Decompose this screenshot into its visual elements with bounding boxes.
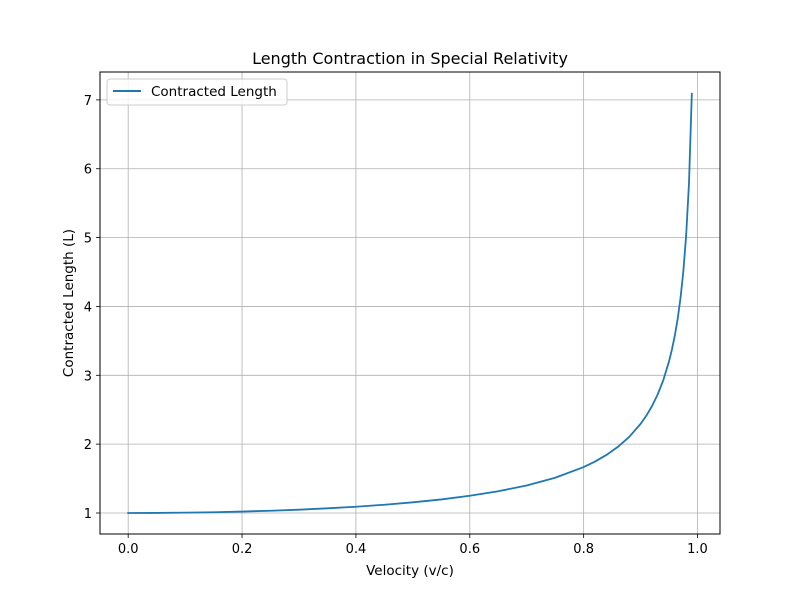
- x-tick-label: 0.4: [346, 542, 367, 557]
- axes-frame: [99, 71, 721, 535]
- series-layer: [127, 92, 693, 514]
- y-tick-label: 6: [84, 163, 92, 178]
- y-tick-label: 2: [84, 438, 92, 453]
- y-axis-label: Contracted Length (L): [61, 229, 77, 377]
- y-tick-label: 5: [84, 232, 92, 247]
- y-tick-label: 1: [84, 507, 92, 522]
- x-tick-label: 0.0: [118, 542, 139, 557]
- x-tick-label: 0.8: [573, 542, 594, 557]
- x-tick-label: 1.0: [687, 542, 708, 557]
- legend: Contracted Length: [106, 78, 288, 106]
- y-tick-label: 7: [84, 94, 92, 109]
- series-line-contracted-length: [127, 92, 693, 514]
- x-axis-label: Velocity (v/c): [366, 563, 454, 579]
- plot-area: [100, 72, 720, 534]
- x-tick-label: 0.2: [232, 542, 253, 557]
- chart-title: Length Contraction in Special Relativity: [252, 49, 568, 68]
- y-tick-label: 3: [84, 369, 92, 384]
- y-tick-label: 4: [84, 300, 92, 315]
- grid-lines: [100, 72, 720, 534]
- legend-label-contracted-length: Contracted Length: [151, 84, 277, 100]
- x-tick-label: 0.6: [459, 542, 480, 557]
- tick-marks: 0.0 0.2 0.4 0.6 0.8 1.0 1 2 3 4 5 6 7: [84, 94, 708, 557]
- legend-box: [106, 78, 288, 106]
